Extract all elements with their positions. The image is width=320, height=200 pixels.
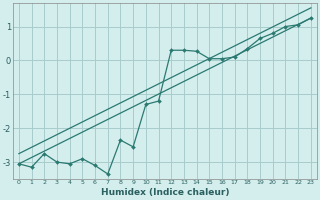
X-axis label: Humidex (Indice chaleur): Humidex (Indice chaleur)	[100, 188, 229, 197]
